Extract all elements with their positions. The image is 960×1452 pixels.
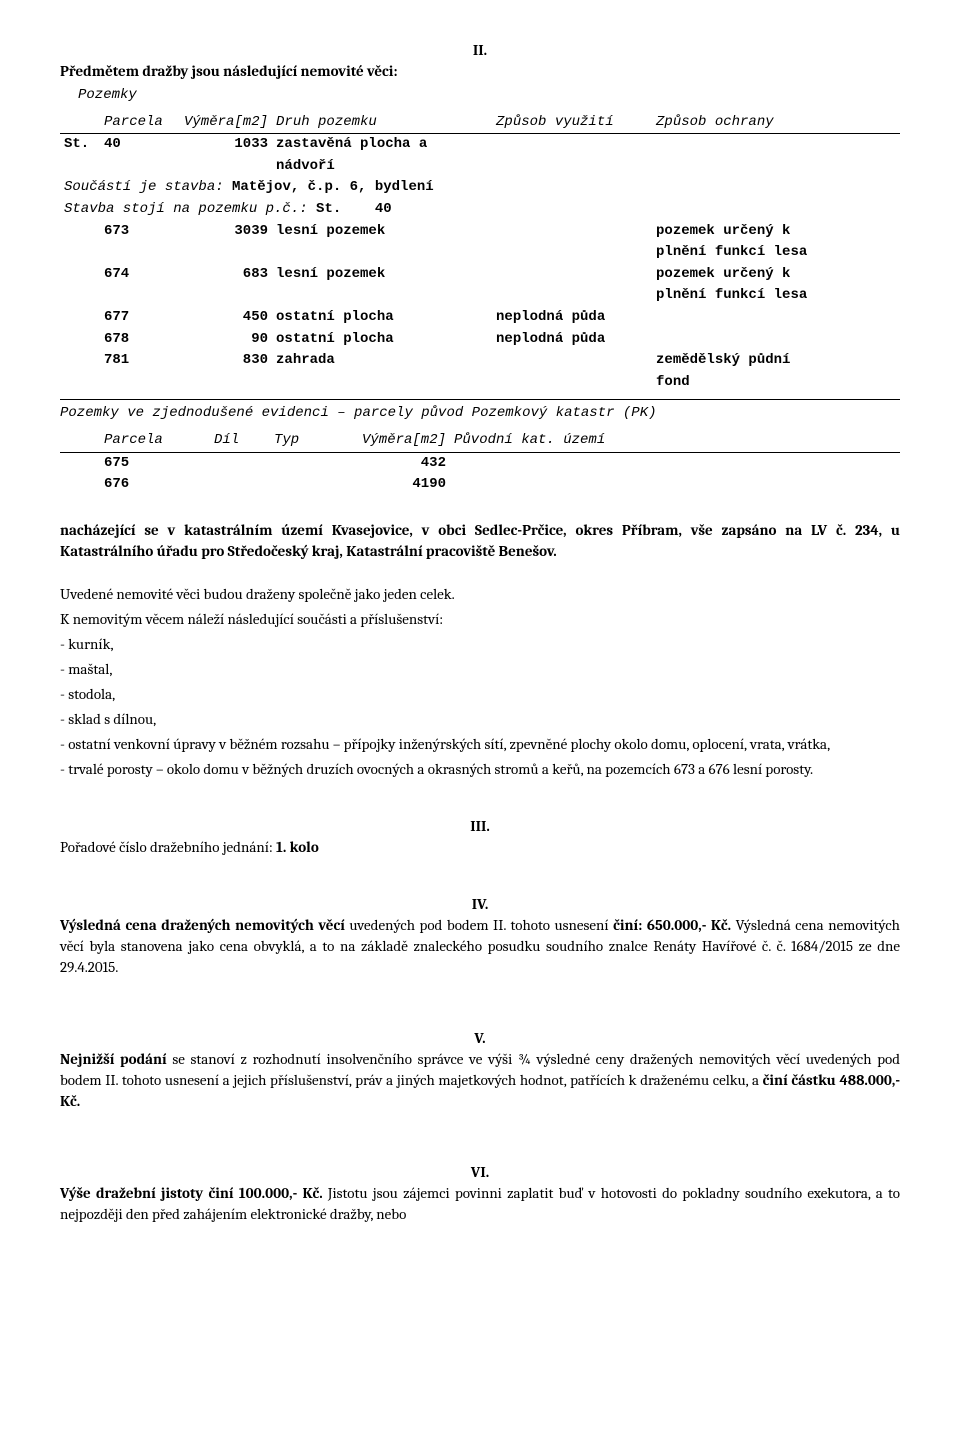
table-row: 677450ostatní plochaneplodná půda	[60, 307, 900, 329]
th-vyuziti: Způsob využití	[492, 112, 652, 134]
table-row: 6733039lesní pozemekpozemek určený k	[60, 221, 900, 243]
location-text: nacházející se v katastrálním území Kvas…	[60, 520, 900, 562]
table-row: plnění funkcí lesa	[60, 285, 900, 307]
table-row: Stavba stojí na pozemku p.č.: St. 40	[60, 199, 900, 221]
parcels-table: Parcela Výměra[m2] Druh pozemku Způsob v…	[60, 112, 900, 394]
th2-parcela: Parcela	[100, 430, 210, 452]
table-row: plnění funkcí lesa	[60, 242, 900, 264]
pozemky-label: Pozemky	[60, 86, 900, 106]
table-row: Součástí je stavba: Matějov, č.p. 6, byd…	[60, 177, 900, 199]
table-row: fond	[60, 372, 900, 394]
list-item: - maštal,	[60, 659, 900, 680]
simple-evidence-caption: Pozemky ve zjednodušené evidenci – parce…	[60, 404, 900, 424]
list-item: - sklad s dílnou,	[60, 709, 900, 730]
section-vi-number: VI.	[60, 1162, 900, 1183]
simple-parcels-table: Parcela Díl Typ Výměra[m2] Původní kat. …	[60, 430, 900, 496]
section-iv-number: IV.	[60, 894, 900, 915]
th2-typ: Typ	[270, 430, 330, 452]
together-text: Uvedené nemovité věci budou draženy spol…	[60, 584, 900, 605]
table-row: St.401033zastavěná plocha a	[60, 134, 900, 156]
table-row: 781830zahradazemědělský půdní	[60, 350, 900, 372]
section-vi-text: Výše dražební jistoty činí 100.000,- Kč.…	[60, 1183, 900, 1225]
th-ochrany: Způsob ochrany	[652, 112, 900, 134]
th-vymera: Výměra[m2]	[180, 112, 272, 134]
th2-vymera: Výměra[m2]	[330, 430, 450, 452]
list-item: - kurník,	[60, 634, 900, 655]
section-ii-number: II.	[60, 40, 900, 61]
section-v-number: V.	[60, 1028, 900, 1049]
table-row: 67890ostatní plochaneplodná půda	[60, 329, 900, 351]
table-row: 674683lesní pozemekpozemek určený k	[60, 264, 900, 286]
section-iii-number: III.	[60, 816, 900, 837]
table-row: 6764190	[60, 474, 900, 496]
accessories-intro: K nemovitým věcem náleží následující sou…	[60, 609, 900, 630]
section-iv-text: Výsledná cena dražených nemovitých věcí …	[60, 915, 900, 978]
th-parcela: Parcela	[100, 112, 180, 134]
section-iii-text: Pořadové číslo dražebního jednání:	[60, 838, 276, 856]
th2-dil: Díl	[210, 430, 270, 452]
table-row: nádvoří	[60, 156, 900, 178]
list-item: - trvalé porosty – okolo domu v běžných …	[60, 759, 900, 780]
section-v-text: Nejnižší podání se stanoví z rozhodnutí …	[60, 1049, 900, 1112]
th2-puvodni: Původní kat. území	[450, 430, 900, 452]
table-row: 675432	[60, 452, 900, 474]
section-ii-intro: Předmětem dražby jsou následující nemovi…	[60, 61, 900, 82]
th-druh: Druh pozemku	[272, 112, 492, 134]
list-item: - ostatní venkovní úpravy v běžném rozsa…	[60, 734, 900, 755]
section-iii-kolo: 1. kolo	[276, 838, 319, 856]
list-item: - stodola,	[60, 684, 900, 705]
